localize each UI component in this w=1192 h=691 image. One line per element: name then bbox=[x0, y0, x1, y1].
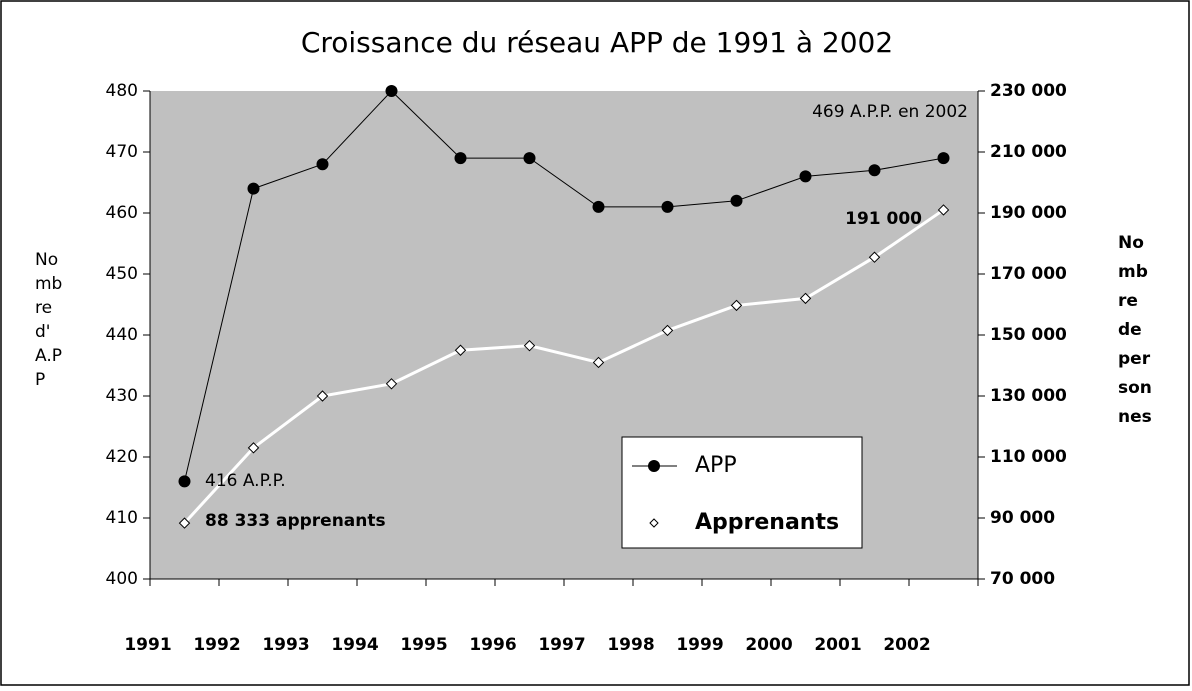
legend-box bbox=[621, 436, 863, 549]
x-tick-label: 1994 bbox=[331, 635, 378, 655]
y2-axis-label: per bbox=[1118, 349, 1151, 369]
x-tick-label: 2000 bbox=[745, 635, 792, 655]
y-axis-label: No bbox=[35, 250, 58, 270]
y2-axis-label: No bbox=[1118, 233, 1144, 253]
series-line bbox=[183, 208, 945, 525]
y-axis-label: A.P bbox=[35, 346, 62, 366]
legend-label: APP bbox=[695, 453, 737, 478]
data-point bbox=[730, 299, 743, 312]
x-tick-label: 1997 bbox=[538, 635, 585, 655]
y2-axis-label: re bbox=[1118, 291, 1138, 311]
y-tick-label: 450 bbox=[106, 264, 138, 284]
legend-label: Apprenants bbox=[695, 510, 839, 535]
data-point bbox=[454, 344, 467, 356]
data-point bbox=[385, 378, 398, 390]
data-point bbox=[799, 170, 812, 183]
data-point bbox=[454, 152, 467, 165]
data-point bbox=[592, 200, 605, 213]
y-axis-label: mb bbox=[35, 274, 62, 294]
annotation: 88 333 apprenants bbox=[205, 511, 386, 531]
chart-title: Croissance du réseau APP de 1991 à 2002 bbox=[301, 26, 893, 59]
annotation: 191 000 bbox=[845, 209, 922, 229]
data-point bbox=[523, 339, 536, 352]
y-axis-label: re bbox=[35, 298, 52, 318]
y2-tick-label: 110 000 bbox=[990, 447, 1067, 467]
data-point bbox=[799, 292, 812, 305]
y-tick-label: 410 bbox=[106, 508, 138, 528]
x-tick-label: 1996 bbox=[469, 635, 516, 655]
y2-tick-label: 130 000 bbox=[990, 386, 1067, 406]
x-tick-label: 1995 bbox=[400, 635, 447, 655]
data-point bbox=[247, 182, 260, 195]
legend-marker bbox=[648, 460, 660, 472]
x-tick-label: 1992 bbox=[193, 635, 240, 655]
y2-tick-label: 190 000 bbox=[990, 203, 1067, 223]
x-tick-label: 1998 bbox=[607, 635, 654, 655]
x-tick-label: 1999 bbox=[676, 635, 723, 655]
y2-axis-label: son bbox=[1118, 378, 1152, 398]
annotation: 416 A.P.P. bbox=[205, 471, 286, 491]
x-tick-label: 1991 bbox=[124, 635, 171, 655]
data-point bbox=[868, 251, 881, 263]
legend-marker bbox=[649, 518, 659, 528]
y-axis-label: d' bbox=[35, 322, 50, 342]
y2-tick-label: 70 000 bbox=[990, 569, 1055, 589]
data-point bbox=[316, 158, 329, 171]
x-tick-label: 2002 bbox=[883, 635, 930, 655]
y2-axis-label: mb bbox=[1118, 262, 1148, 282]
data-point bbox=[868, 164, 881, 177]
y-tick-label: 400 bbox=[106, 569, 138, 589]
y-tick-label: 460 bbox=[106, 203, 138, 223]
y2-axis-label: nes bbox=[1118, 407, 1152, 427]
y2-tick-label: 210 000 bbox=[990, 142, 1067, 162]
series-line bbox=[184, 90, 944, 482]
data-point bbox=[523, 152, 536, 165]
y-tick-label: 420 bbox=[106, 447, 138, 467]
y-tick-label: 470 bbox=[106, 142, 138, 162]
x-tick-label: 1993 bbox=[262, 635, 309, 655]
data-point bbox=[178, 517, 191, 529]
data-point bbox=[661, 200, 674, 213]
y-axis-label: P bbox=[35, 370, 45, 390]
data-point bbox=[592, 356, 605, 369]
y2-axis-label: de bbox=[1118, 320, 1142, 340]
y-tick-label: 440 bbox=[106, 325, 138, 345]
data-point bbox=[178, 475, 191, 488]
y-tick-label: 430 bbox=[106, 386, 138, 406]
data-point bbox=[316, 390, 329, 402]
data-point bbox=[385, 85, 398, 97]
data-point bbox=[661, 324, 674, 337]
y2-tick-label: 150 000 bbox=[990, 325, 1067, 345]
data-point bbox=[937, 152, 950, 165]
x-tick-label: 2001 bbox=[814, 635, 861, 655]
annotation: 469 A.P.P. en 2002 bbox=[812, 102, 968, 122]
data-point bbox=[730, 194, 743, 207]
y2-tick-label: 170 000 bbox=[990, 264, 1067, 284]
data-point bbox=[247, 442, 260, 454]
y2-tick-label: 90 000 bbox=[990, 508, 1055, 528]
data-point bbox=[937, 204, 950, 216]
y-tick-label: 480 bbox=[106, 81, 138, 101]
y2-tick-label: 230 000 bbox=[990, 81, 1067, 101]
